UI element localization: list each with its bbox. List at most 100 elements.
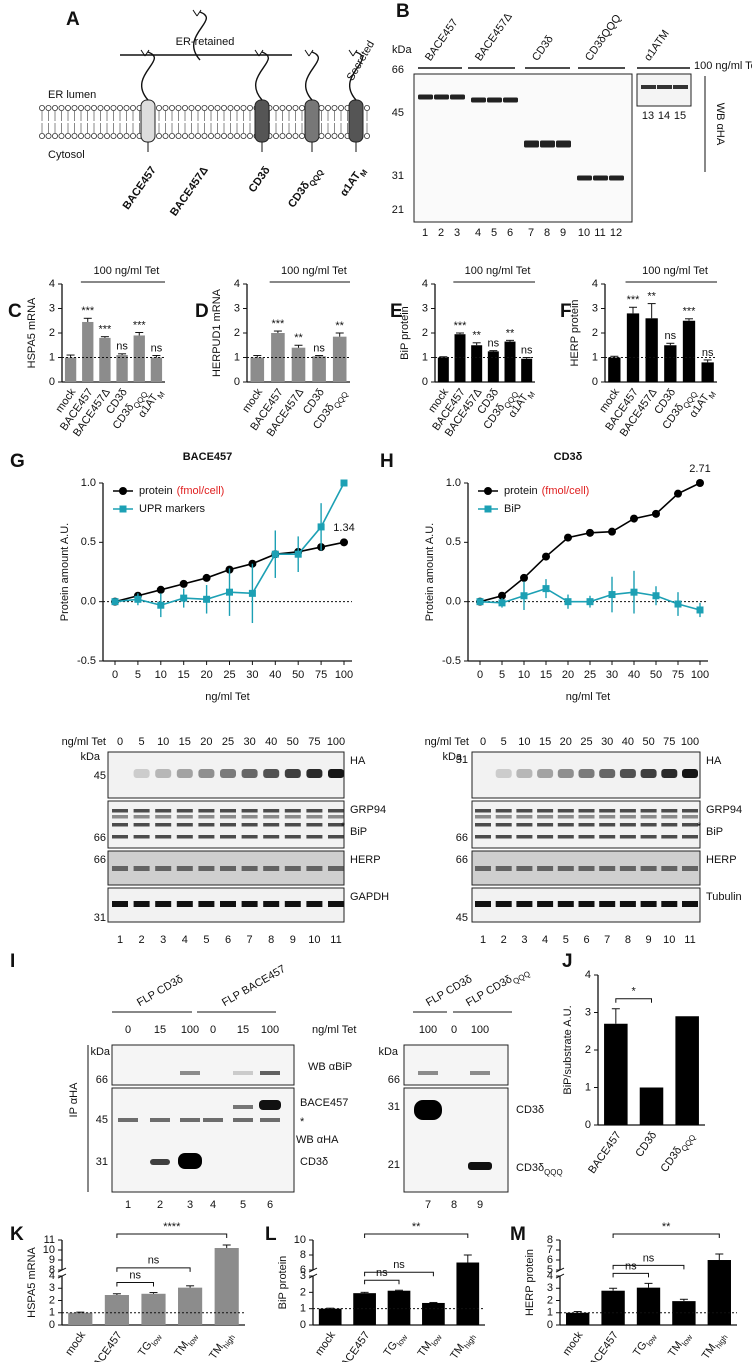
bar (312, 356, 326, 382)
lipid-head (207, 132, 214, 139)
y-tick-label: 4 (234, 278, 240, 290)
point (134, 595, 142, 603)
band (198, 815, 215, 819)
y-tick-label: 3 (300, 1270, 306, 1282)
x-tick-label: 5 (499, 669, 505, 681)
band (640, 835, 657, 839)
lane-number: 3 (521, 934, 527, 946)
x-tick-label: 40 (269, 669, 281, 681)
point (202, 573, 211, 582)
lipid-head (285, 132, 292, 139)
significance-label: ns (116, 341, 128, 353)
band (155, 815, 172, 819)
lipid-head (318, 132, 325, 139)
marker-label: 45 (392, 107, 404, 119)
lipid-head (117, 105, 124, 112)
lane-number: 10 (578, 227, 590, 239)
dose: 0 (480, 736, 486, 748)
band (112, 866, 128, 871)
y-tick-label: 2 (592, 327, 598, 339)
band (155, 769, 172, 778)
band (306, 835, 323, 839)
band (609, 175, 624, 181)
legend-note: (fmol/cell) (542, 485, 590, 497)
band (155, 901, 172, 907)
band (263, 769, 280, 778)
band (176, 769, 193, 778)
point (271, 550, 279, 558)
lane-number: 9 (477, 1199, 483, 1211)
lipid-head (129, 132, 136, 139)
band (241, 769, 258, 778)
lipid-head (240, 132, 247, 139)
band (133, 835, 150, 839)
point (542, 552, 550, 561)
x-tick-label: 100 (691, 669, 709, 681)
band (284, 815, 301, 819)
chart-title: CD3δ (554, 451, 583, 463)
y-tick-label: 8 (49, 1264, 55, 1276)
glycan (348, 49, 358, 57)
band (306, 769, 323, 778)
x-tick-label: TMhigh (700, 1330, 730, 1362)
kda-label: kDa (442, 751, 462, 763)
band (557, 815, 574, 819)
point (248, 589, 256, 597)
panel-label: B (396, 1, 410, 22)
significance-label: ns (151, 342, 163, 354)
lipid-head (97, 105, 104, 112)
blot-strip (111, 1044, 295, 1086)
lipid-head (298, 132, 305, 139)
band (682, 815, 698, 819)
band-label: HERP (706, 854, 737, 866)
lane-number: 2 (438, 227, 444, 239)
band (241, 809, 258, 813)
marker-label: 45 (94, 770, 106, 782)
lipid-head (337, 105, 344, 112)
band (176, 809, 193, 813)
point (696, 479, 704, 487)
band (556, 140, 571, 148)
glycan (140, 49, 150, 57)
band (599, 835, 616, 839)
band-label: GRP94 (706, 804, 742, 816)
y-tick-label: 9 (49, 1254, 55, 1266)
group-label: BACE457 (423, 17, 461, 63)
bar (487, 351, 499, 382)
panel-label: A (66, 9, 80, 30)
protein-label-sub: QQQ (307, 168, 325, 188)
lane-number: 9 (646, 934, 652, 946)
group-label: FLP BACE457 (220, 963, 288, 1009)
lipid-head (246, 132, 253, 139)
point (586, 598, 594, 606)
lipid-head (91, 132, 98, 139)
comparison-bracket (116, 1282, 154, 1287)
band (661, 823, 678, 827)
axis-break (308, 1273, 318, 1279)
bar (521, 358, 533, 382)
lipid-head (84, 105, 91, 112)
lipid-head (279, 105, 286, 112)
y-tick-label: 0 (547, 1319, 553, 1331)
marker-label: 66 (456, 854, 468, 866)
band (475, 835, 491, 839)
y-tick-label: 1 (592, 351, 598, 363)
dose: 15 (179, 736, 191, 748)
protein-label: BACE457 (121, 165, 159, 212)
bracket-label: 100 ng/ml Tet (465, 265, 531, 277)
y-axis-label: BiP protein (399, 306, 411, 360)
band (557, 901, 574, 907)
band (155, 823, 172, 827)
band (328, 866, 344, 871)
x-tick-label: TMlow (666, 1329, 694, 1360)
lipid-head (331, 105, 338, 112)
bar (271, 333, 285, 382)
band (220, 835, 236, 839)
lipid-head (233, 132, 240, 139)
lipid-head (233, 105, 240, 112)
y-tick-label: -0.5 (77, 655, 96, 667)
bar (64, 357, 77, 382)
band (540, 140, 555, 148)
lane-number: 5 (203, 934, 209, 946)
lipid-head (58, 132, 65, 139)
